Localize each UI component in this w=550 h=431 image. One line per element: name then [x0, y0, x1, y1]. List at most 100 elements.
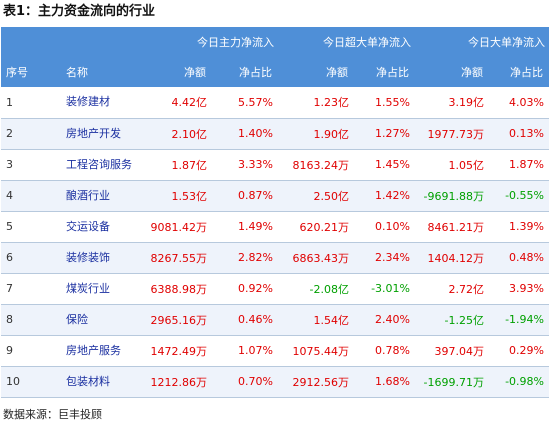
table-title: 表1：主力资金流向的行业: [3, 4, 156, 19]
industry-name: 房地产开发: [66, 126, 121, 140]
net-ratio-cell: 1.40%: [238, 127, 273, 140]
industry-name: 酿酒行业: [66, 188, 110, 202]
net-amount-cell: 8163.24万: [292, 158, 350, 172]
net-ratio-cell: 1.87%: [509, 158, 544, 171]
table-row: 3 工程咨询服务 1.87亿 3.33% 8163.24万 1.45% 1.05亿 1.87%: [1, 149, 549, 180]
net-amount-cell: 3.19亿: [448, 96, 485, 110]
fund-flow-table: 今日主力净流入 今日超大单净流入 今日大单净流入 序号 名称 净额 净占比 净额…: [1, 27, 549, 398]
net-amount-cell: 1.23亿: [313, 96, 350, 110]
net-amount-cell: 4.42亿: [171, 96, 208, 110]
col-header-net: 净额: [184, 65, 206, 79]
net-ratio-cell: -0.55%: [505, 189, 544, 202]
net-amount-cell: 1404.12万: [427, 251, 485, 265]
net-amount-cell: 2912.56万: [292, 375, 350, 389]
industry-name: 煤炭行业: [66, 281, 110, 295]
net-amount-cell: 1977.73万: [427, 127, 485, 141]
group-super-large-inflow: 今日超大单净流入: [323, 35, 411, 49]
table-row: 1 装修建材 4.42亿 5.57% 1.23亿 1.55% 3.19亿 4.03%: [1, 87, 549, 118]
net-amount-cell: 2.10亿: [171, 127, 208, 141]
net-amount-cell: -1699.71万: [423, 375, 484, 389]
net-ratio-cell: 0.13%: [509, 127, 544, 140]
net-ratio-cell: 1.07%: [238, 344, 273, 357]
net-amount-cell: 1472.49万: [150, 344, 208, 358]
group-main-inflow: 今日主力净流入: [197, 35, 274, 49]
net-ratio-cell: 2.82%: [238, 251, 273, 264]
net-ratio-cell: 1.49%: [238, 220, 273, 233]
net-ratio-cell: 3.33%: [238, 158, 273, 171]
row-number: 4: [6, 189, 13, 202]
net-ratio-cell: 1.42%: [375, 189, 410, 202]
row-number: 2: [6, 127, 13, 140]
row-number: 8: [6, 313, 13, 326]
net-amount-cell: 1.53亿: [171, 189, 208, 203]
header-column-row: 序号 名称 净额 净占比 净额 净占比 净额 净占比: [1, 56, 549, 87]
net-ratio-cell: 0.70%: [238, 375, 273, 388]
col-header-ratio: 净占比: [239, 65, 272, 79]
net-amount-cell: 9081.42万: [150, 220, 208, 234]
net-amount-cell: 1.87亿: [171, 158, 208, 172]
industry-name: 装修建材: [66, 95, 110, 109]
net-amount-cell: 8461.21万: [427, 220, 485, 234]
net-amount-cell: -1.25亿: [444, 313, 484, 327]
net-amount-cell: 1075.44万: [292, 344, 350, 358]
col-header-name: 名称: [66, 65, 88, 79]
net-ratio-cell: 0.48%: [509, 251, 544, 264]
table-row: 2 房地产开发 2.10亿 1.40% 1.90亿 1.27% 1977.73万 0.13%: [1, 118, 549, 149]
net-amount-cell: 2.50亿: [313, 189, 350, 203]
net-ratio-cell: 0.10%: [375, 220, 410, 233]
industry-name: 保险: [66, 312, 88, 326]
net-ratio-cell: -0.98%: [505, 375, 544, 388]
net-ratio-cell: 0.92%: [238, 282, 273, 295]
net-ratio-cell: 1.55%: [375, 95, 410, 109]
net-ratio-cell: 1.39%: [509, 220, 544, 233]
table-row: 6 装修装饰 8267.55万 2.82% 6863.43万 2.34% 1404.12万 0…: [1, 242, 549, 273]
table-row: 9 房地产服务 1472.49万 1.07% 1075.44万 0.78% 397.04万 0…: [1, 335, 549, 366]
industry-name: 包装材料: [66, 374, 110, 388]
net-ratio-cell: 1.45%: [375, 158, 410, 171]
row-number: 10: [6, 375, 20, 388]
header-group-row: 今日主力净流入 今日超大单净流入 今日大单净流入: [1, 27, 549, 56]
col-header-ratio: 净占比: [510, 65, 543, 79]
row-number: 7: [6, 282, 13, 295]
net-ratio-cell: 0.46%: [238, 313, 273, 326]
net-ratio-cell: 1.27%: [375, 127, 410, 140]
net-ratio-cell: 4.03%: [509, 95, 544, 109]
net-amount-cell: 2.72亿: [448, 282, 485, 296]
net-amount-cell: -2.08亿: [309, 282, 349, 296]
net-amount-cell: 1.54亿: [313, 313, 350, 327]
net-ratio-cell: 0.87%: [238, 189, 273, 202]
net-ratio-cell: 2.34%: [375, 251, 410, 264]
col-header-net: 净额: [461, 65, 483, 79]
net-amount-cell: 8267.55万: [150, 251, 208, 265]
net-ratio-cell: -3.01%: [371, 282, 410, 295]
net-ratio-cell: 5.57%: [238, 95, 273, 109]
row-number: 6: [6, 251, 13, 264]
net-amount-cell: 1.90亿: [313, 127, 350, 141]
net-amount-cell: 6388.98万: [150, 282, 208, 296]
net-amount-cell: 6863.43万: [292, 251, 350, 265]
col-header-ratio: 净占比: [376, 65, 409, 79]
net-ratio-cell: 2.40%: [375, 313, 410, 326]
col-header-no: 序号: [6, 65, 28, 79]
net-amount-cell: 1212.86万: [150, 375, 208, 389]
net-ratio-cell: 3.93%: [509, 282, 544, 295]
net-amount-cell: 620.21万: [299, 220, 350, 234]
col-header-net: 净额: [326, 65, 348, 79]
net-amount-cell: -9691.88万: [423, 189, 484, 203]
row-number: 5: [6, 220, 13, 233]
net-ratio-cell: 1.68%: [375, 375, 410, 388]
net-amount-cell: 2965.16万: [150, 313, 208, 327]
net-amount-cell: 397.04万: [434, 344, 485, 358]
industry-name: 装修装饰: [66, 250, 110, 264]
industry-name: 交运设备: [66, 219, 110, 233]
row-number: 1: [6, 95, 13, 109]
industry-name: 房地产服务: [66, 343, 121, 357]
industry-name: 工程咨询服务: [66, 157, 132, 171]
net-ratio-cell: -1.94%: [505, 313, 544, 326]
table-row: 7 煤炭行业 6388.98万 0.92% -2.08亿 -3.01% 2.72亿 3.93%: [1, 273, 549, 304]
row-number: 3: [6, 158, 13, 171]
table-row: 10 包装材料 1212.86万 0.70% 2912.56万 1.68% -1699.71…: [1, 366, 549, 397]
table-row: 4 酿酒行业 1.53亿 0.87% 2.50亿 1.42% -9691.88万 -0.55%: [1, 180, 549, 211]
data-source: 数据来源：巨丰投顾: [3, 407, 102, 421]
table-row: 8 保险 2965.16万 0.46% 1.54亿 2.40% -1.25亿 -1.94%: [1, 304, 549, 335]
